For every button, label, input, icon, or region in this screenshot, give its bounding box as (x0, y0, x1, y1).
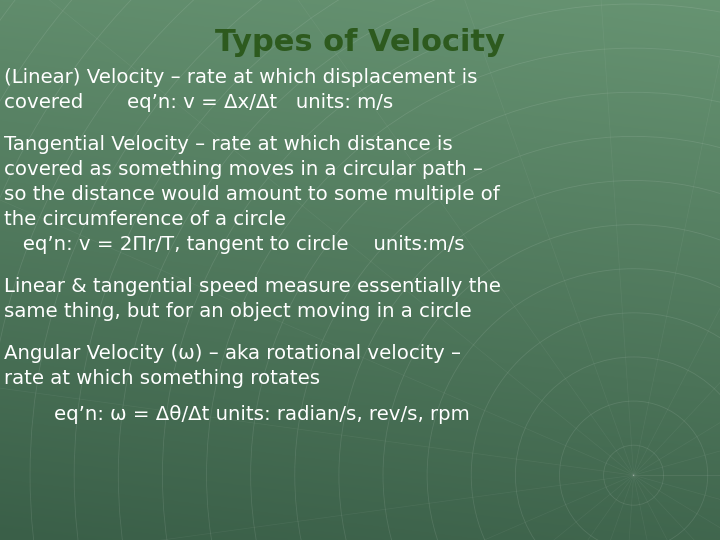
Text: same thing, but for an object moving in a circle: same thing, but for an object moving in … (4, 302, 472, 321)
Text: Angular Velocity (ω) – aka rotational velocity –: Angular Velocity (ω) – aka rotational ve… (4, 344, 461, 363)
Text: Types of Velocity: Types of Velocity (215, 28, 505, 57)
Text: covered as something moves in a circular path –: covered as something moves in a circular… (4, 160, 483, 179)
Text: the circumference of a circle: the circumference of a circle (4, 210, 286, 229)
Text: eq’n: v = 2Πr/T, tangent to circle    units:m/s: eq’n: v = 2Πr/T, tangent to circle units… (4, 235, 464, 254)
Text: Tangential Velocity – rate at which distance is: Tangential Velocity – rate at which dist… (4, 135, 453, 154)
Text: eq’n: ω = Δθ/Δt units: radian/s, rev/s, rpm: eq’n: ω = Δθ/Δt units: radian/s, rev/s, … (4, 405, 469, 424)
Text: so the distance would amount to some multiple of: so the distance would amount to some mul… (4, 185, 500, 204)
Text: Linear & tangential speed measure essentially the: Linear & tangential speed measure essent… (4, 277, 501, 296)
Text: (Linear) Velocity – rate at which displacement is: (Linear) Velocity – rate at which displa… (4, 68, 477, 87)
Text: rate at which something rotates: rate at which something rotates (4, 369, 320, 388)
Text: covered       eq’n: v = Δx/Δt   units: m/s: covered eq’n: v = Δx/Δt units: m/s (4, 93, 393, 112)
